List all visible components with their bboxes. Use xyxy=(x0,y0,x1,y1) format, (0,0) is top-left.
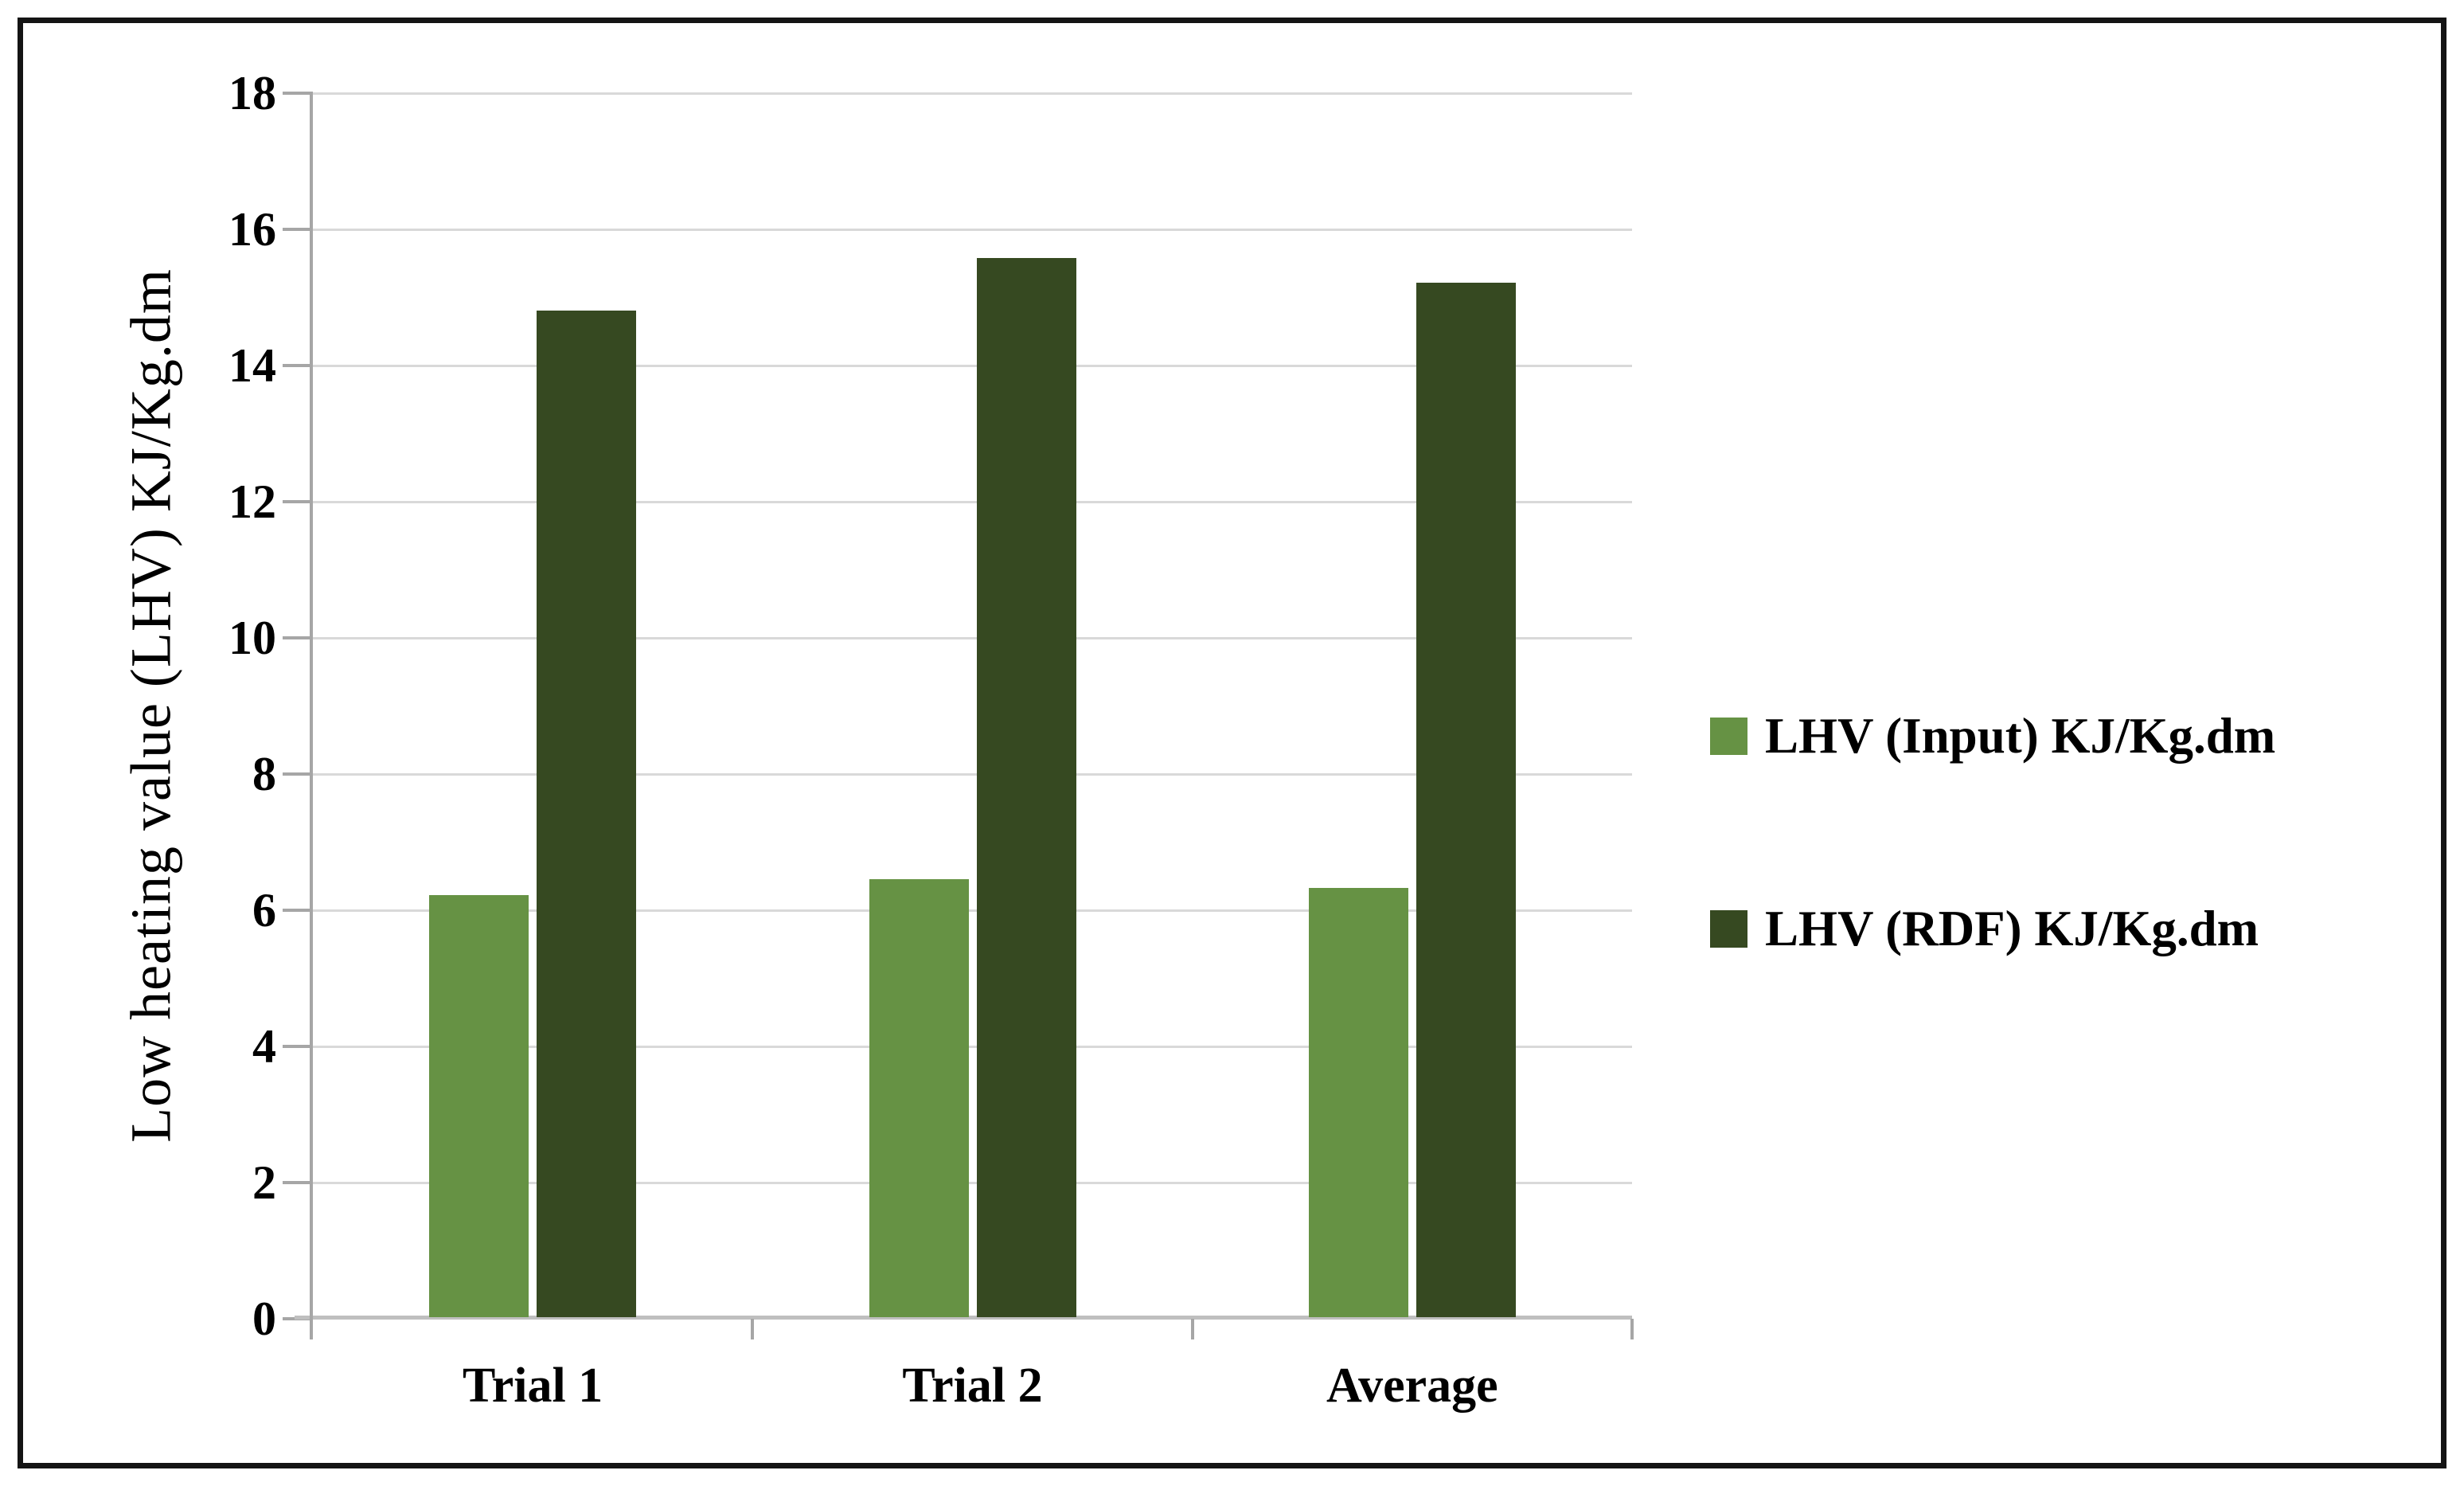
legend-item: LHV (Input) KJ/Kg.dm xyxy=(1710,699,2275,772)
gridline xyxy=(313,364,1632,367)
y-axis-tick-label: 18 xyxy=(228,67,276,119)
bar-rdf-trial-1 xyxy=(537,311,637,1317)
legend-label: LHV (RDF) KJ/Kg.dm xyxy=(1765,900,2259,956)
legend-color-swatch xyxy=(1710,909,1747,948)
gridline xyxy=(313,636,1632,639)
y-axis-line xyxy=(310,92,313,1339)
x-axis-tick-mark xyxy=(751,1319,755,1339)
x-axis-category-label: Average xyxy=(1326,1359,1498,1413)
y-axis-tick-mark xyxy=(283,1181,313,1184)
bar-input-average xyxy=(1308,887,1408,1317)
bar-input-trial-2 xyxy=(869,879,969,1317)
y-axis-tick-label: 2 xyxy=(252,1156,276,1209)
y-axis-tick-label: 14 xyxy=(228,339,276,392)
x-axis-category-label: Trial 1 xyxy=(463,1359,603,1413)
y-axis-tick-mark xyxy=(283,92,313,95)
legend-label: LHV (Input) KJ/Kg.dm xyxy=(1765,707,2276,764)
x-axis-tick-mark xyxy=(1190,1319,1194,1339)
y-axis-tick-mark xyxy=(283,909,313,912)
y-axis-tick-mark xyxy=(283,500,313,503)
y-axis-tick-label: 12 xyxy=(228,475,276,528)
y-axis-tick-label: 8 xyxy=(252,748,276,800)
gridline xyxy=(313,1181,1632,1184)
y-axis-tick-label: 6 xyxy=(252,884,276,937)
y-axis-tick-label: 10 xyxy=(228,612,276,664)
bar-input-trial-1 xyxy=(429,894,529,1317)
y-axis-tick-mark xyxy=(283,636,313,639)
gridline xyxy=(313,92,1632,95)
legend-item: LHV (RDF) KJ/Kg.dm xyxy=(1710,892,2275,965)
y-axis-tick-label: 0 xyxy=(252,1292,276,1345)
x-axis-baseline xyxy=(295,1316,1632,1320)
y-axis-tick-mark xyxy=(283,364,313,367)
y-axis-tick-mark xyxy=(283,772,313,776)
gridline xyxy=(313,772,1632,776)
gridline xyxy=(313,909,1632,912)
x-axis-tick-mark xyxy=(1630,1319,1634,1339)
gridline xyxy=(313,500,1632,503)
y-axis-tick-mark xyxy=(283,1045,313,1048)
bar-rdf-average xyxy=(1416,283,1516,1317)
legend-color-swatch xyxy=(1710,717,1747,755)
legend: LHV (Input) KJ/Kg.dm LHV (RDF) KJ/Kg.dm xyxy=(1710,699,2275,965)
x-axis-category-label: Trial 2 xyxy=(902,1359,1043,1413)
gridline xyxy=(313,228,1632,231)
plot-area xyxy=(283,92,1634,1339)
chart-outer-border xyxy=(18,18,2446,1468)
gridline xyxy=(313,1045,1632,1048)
bar-rdf-trial-2 xyxy=(976,258,1076,1317)
y-axis-tick-label: 4 xyxy=(252,1020,276,1073)
y-axis-tick-label: 16 xyxy=(228,203,276,256)
y-axis-tick-mark xyxy=(283,228,313,231)
